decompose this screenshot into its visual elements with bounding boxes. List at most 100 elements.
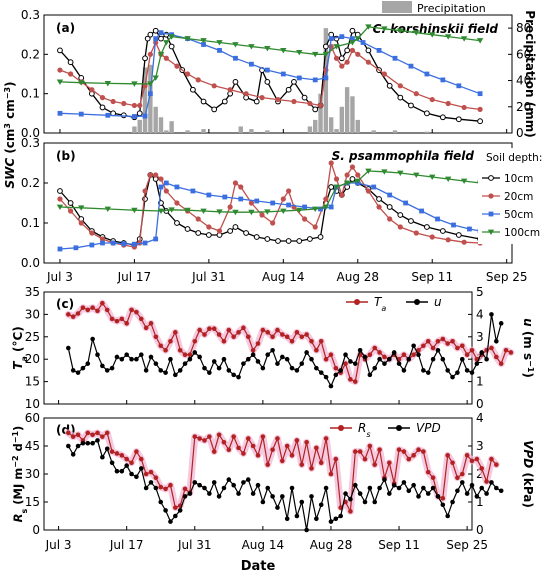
data-point-50cm — [328, 204, 334, 210]
data-point-Ta — [503, 347, 509, 353]
data-point-Ta — [299, 334, 305, 340]
precip-bar — [307, 126, 313, 133]
data-point-20cm — [365, 59, 372, 65]
data-point-VPD — [163, 508, 168, 513]
data-point-Rs — [245, 436, 251, 441]
data-point-VPD — [202, 485, 207, 491]
data-point-50cm — [217, 48, 222, 53]
panel-c-y-left-tick-label: 10 — [25, 397, 40, 411]
data-point-20cm — [445, 237, 451, 243]
data-point-20cm — [259, 95, 265, 101]
panel-c-y-right-tick-label: 3 — [476, 330, 484, 344]
data-point-50cm — [318, 206, 323, 212]
panel-d-y-left-tick-label: 30 — [25, 467, 40, 481]
data-point-50cm — [419, 208, 424, 214]
data-point-u — [352, 361, 358, 366]
data-point-20cm — [195, 216, 201, 222]
series-Ta — [64, 299, 515, 386]
date-tick-label: Sep 25 — [446, 538, 488, 552]
data-point-Ta — [129, 307, 134, 313]
data-point-100cm — [248, 44, 255, 50]
panel-c-y-axis-left: 10 15 20 25 30 35 — [25, 285, 48, 411]
data-point-Ta — [158, 343, 164, 349]
data-point-20cm — [216, 228, 223, 234]
data-point-10cm — [253, 98, 260, 105]
data-point-100cm — [216, 40, 223, 46]
data-point-u — [236, 374, 241, 380]
data-point-20cm — [270, 220, 276, 226]
data-point-Rs — [134, 449, 139, 454]
data-point-Rs — [280, 458, 285, 464]
data-point-Rs — [416, 447, 421, 453]
data-point-Ta — [333, 365, 339, 371]
data-point-20cm — [413, 230, 419, 236]
data-point-Ta — [318, 338, 324, 344]
data-point-Ta — [265, 330, 271, 335]
data-point-Ta — [343, 361, 348, 366]
data-point-20cm — [142, 83, 148, 89]
data-point-20cm — [174, 63, 180, 69]
data-point-20cm — [365, 188, 372, 194]
data-point-VPD — [275, 505, 280, 510]
data-point-VPD — [236, 491, 241, 496]
data-point-Ta — [275, 327, 280, 333]
data-point-100cm — [381, 26, 388, 32]
data-point-20cm — [333, 55, 340, 61]
data-point-100cm — [232, 209, 239, 216]
panel-a-x-ticks — [59, 129, 508, 133]
date-tick-labels-upper: Jul 3 Jul 17 Jul 31 Aug 14 Aug 28 Sep 11 Sep 2… — [46, 270, 528, 284]
data-point-u — [275, 361, 280, 366]
data-point-u — [75, 370, 81, 375]
precip-bar — [137, 119, 142, 133]
precip-bar — [158, 117, 164, 133]
series-band-Ta — [64, 299, 515, 386]
data-point-Rs — [226, 447, 232, 453]
data-point-Rs — [309, 466, 314, 471]
data-point-10cm — [301, 94, 308, 101]
data-point-VPD — [455, 488, 460, 494]
data-point-Ta — [231, 334, 236, 340]
series-Rs — [64, 429, 500, 515]
data-point-u — [323, 374, 329, 380]
legend-rs-label: Rs — [358, 421, 371, 439]
data-point-20cm — [206, 224, 212, 230]
data-point-10cm — [338, 55, 345, 62]
data-point-Ta — [153, 334, 159, 340]
data-point-VPD — [270, 494, 275, 499]
data-point-50cm — [249, 61, 254, 67]
data-point-20cm — [397, 83, 403, 89]
series-100cm — [56, 24, 484, 87]
data-point-100cm — [104, 206, 112, 212]
data-point-20cm — [153, 172, 159, 178]
legend-marker-100cm — [487, 229, 495, 235]
data-point-20cm — [211, 83, 217, 89]
panel-d-y-right-tick-label: 2 — [476, 467, 484, 481]
data-point-Rs — [430, 475, 436, 481]
data-point-10cm — [397, 94, 404, 101]
data-point-u — [362, 354, 368, 360]
data-point-Rs — [352, 449, 358, 454]
data-point-VPD — [216, 494, 222, 499]
data-point-u — [221, 356, 227, 362]
data-point-100cm — [78, 80, 85, 86]
legend-u-label: u — [434, 295, 442, 309]
data-point-50cm — [403, 200, 409, 206]
data-point-10cm — [144, 35, 151, 42]
data-point-20cm — [121, 100, 127, 107]
data-point-u — [211, 359, 217, 364]
data-point-u — [387, 356, 392, 362]
date-tick-label: Aug 14 — [242, 538, 285, 552]
data-point-10cm — [439, 114, 446, 121]
data-point-100cm — [381, 169, 388, 175]
data-point-50cm — [174, 184, 180, 190]
data-point-50cm — [163, 180, 169, 186]
legend-label-50cm: 50cm — [504, 209, 533, 221]
data-point-Ta — [260, 327, 266, 333]
data-point-20cm — [184, 71, 191, 77]
panel-d-y-left-tick-label: 45 — [25, 439, 40, 453]
data-point-u — [95, 352, 100, 358]
data-point-Rs — [401, 449, 407, 454]
data-point-10cm — [158, 35, 164, 42]
data-point-u — [309, 356, 314, 362]
